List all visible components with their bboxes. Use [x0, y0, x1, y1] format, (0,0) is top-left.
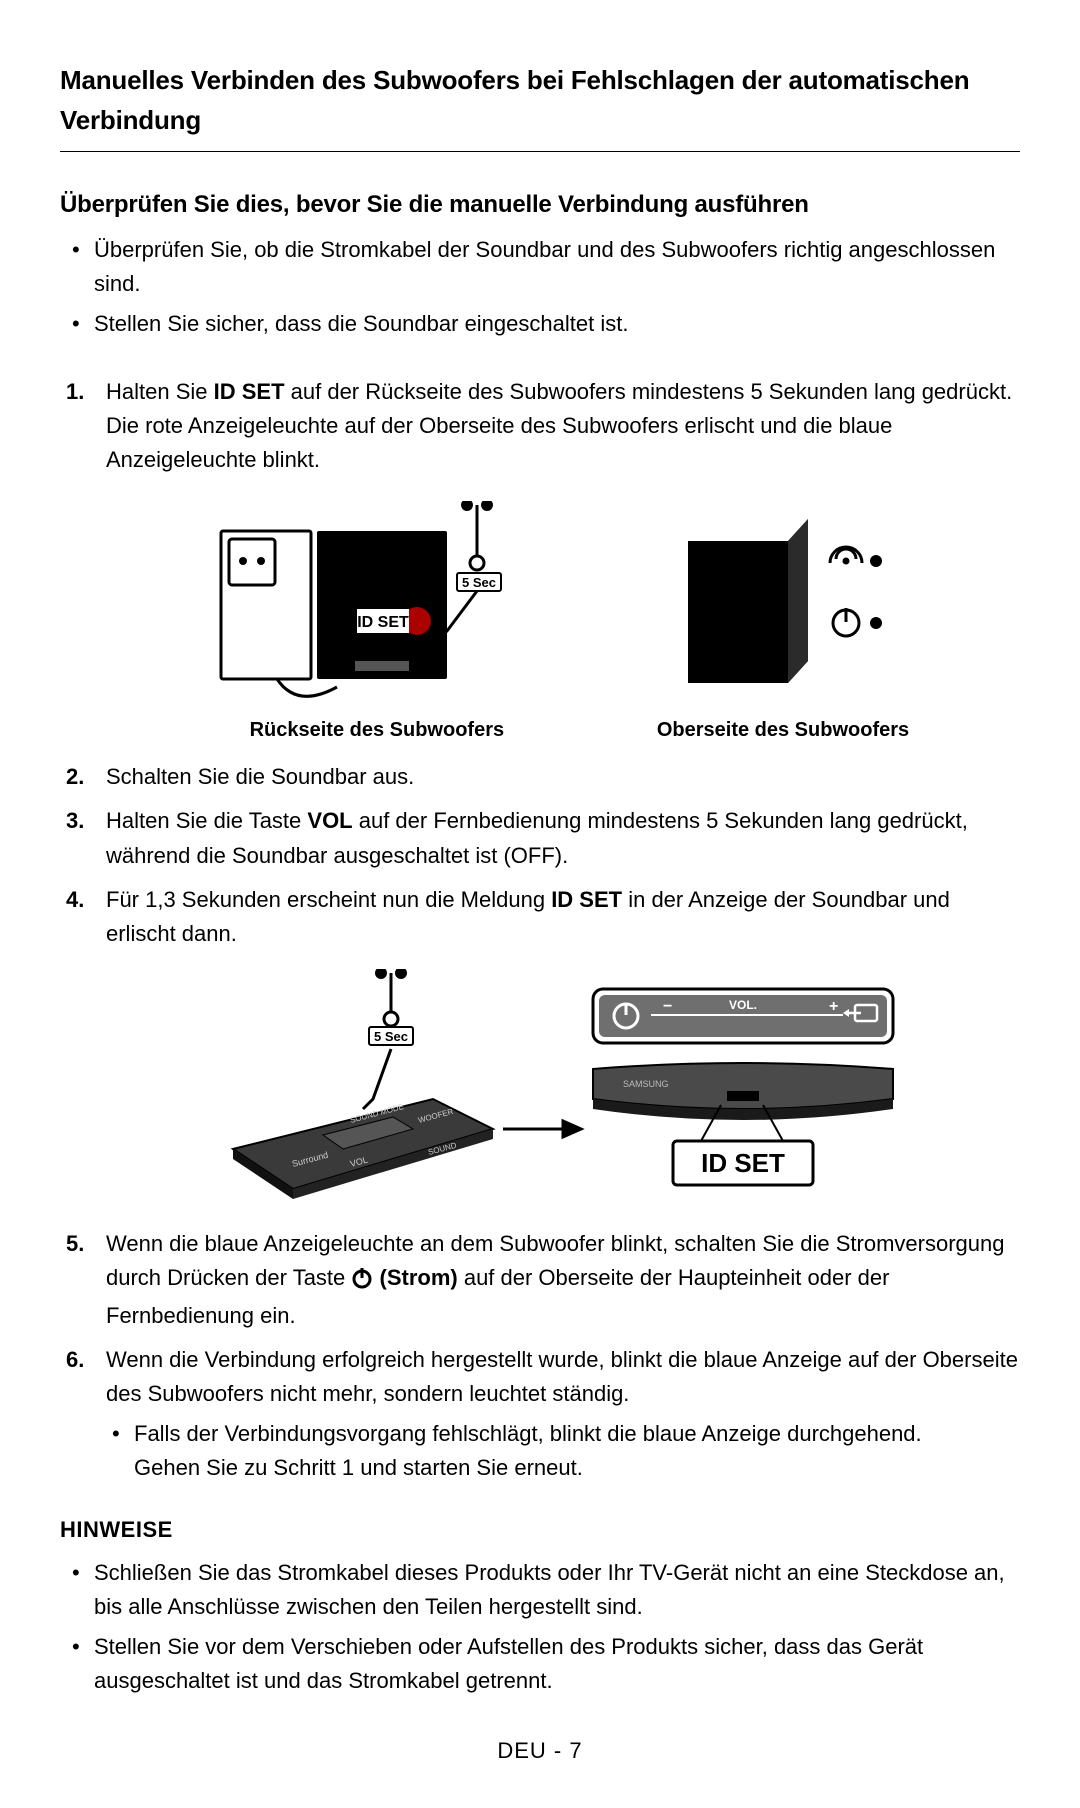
list-item: Überprüfen Sie, ob die Stromkabel der So…: [94, 233, 1020, 301]
list-item: Falls der Verbindungsvorgang fehlschlägt…: [134, 1417, 1020, 1485]
notes-list: Schließen Sie das Stromkabel dieses Prod…: [60, 1556, 1020, 1698]
sub-bullet-list: Falls der Verbindungsvorgang fehlschlägt…: [106, 1417, 1020, 1485]
page-title: Manuelles Verbinden des Subwoofers bei F…: [60, 60, 1020, 152]
subwoofer-top-icon: [678, 501, 888, 701]
figure-row: ID SET 5 Sec: [106, 501, 1020, 746]
step-text: Wenn die blaue Anzeigeleuchte an dem Sub…: [106, 1231, 1004, 1328]
svg-text:VOL.: VOL.: [729, 998, 757, 1012]
svg-text:ID SET: ID SET: [701, 1148, 785, 1178]
list-item: Schließen Sie das Stromkabel dieses Prod…: [94, 1556, 1020, 1624]
svg-text:5 Sec: 5 Sec: [462, 575, 496, 590]
step-text: Wenn die Verbindung erfolgreich hergeste…: [106, 1347, 1018, 1406]
svg-text:ID SET: ID SET: [357, 614, 409, 631]
figure-subwoofer-top: Oberseite des Subwoofers: [657, 501, 909, 746]
figure-remote-soundbar: 5 Sec Surround SOUND MODE WOOFER VOL SOU…: [106, 969, 1020, 1199]
svg-text:5 Sec: 5 Sec: [374, 1029, 408, 1044]
remote-soundbar-icon: 5 Sec Surround SOUND MODE WOOFER VOL SOU…: [203, 969, 923, 1199]
step-3: 3. Halten Sie die Taste VOL auf der Fern…: [60, 804, 1020, 872]
step-1: 1. Halten Sie ID SET auf der Rückseite d…: [60, 375, 1020, 746]
svg-text:+: +: [829, 998, 838, 1015]
step-number: 5.: [66, 1227, 84, 1261]
step-text: Halten Sie ID SET auf der Rückseite des …: [106, 379, 1012, 404]
step-number: 1.: [66, 375, 84, 409]
section-subtitle: Überprüfen Sie dies, bevor Sie die manue…: [60, 186, 1020, 223]
step-number: 6.: [66, 1343, 84, 1377]
step-text: Für 1,3 Sekunden erscheint nun die Meldu…: [106, 887, 950, 946]
svg-text:SAMSUNG: SAMSUNG: [623, 1079, 669, 1089]
power-icon: [351, 1265, 373, 1299]
step-text: Schalten Sie die Soundbar aus.: [106, 764, 414, 789]
step-text: Die rote Anzeigeleuchte auf der Oberseit…: [106, 409, 1020, 477]
pre-check-list: Überprüfen Sie, ob die Stromkabel der So…: [60, 233, 1020, 341]
step-5: 5. Wenn die blaue Anzeigeleuchte an dem …: [60, 1227, 1020, 1333]
step-4: 4. Für 1,3 Sekunden erscheint nun die Me…: [60, 883, 1020, 1199]
svg-text:−: −: [663, 998, 672, 1015]
step-6: 6. Wenn die Verbindung erfolgreich herge…: [60, 1343, 1020, 1485]
list-item: Stellen Sie sicher, dass die Soundbar ei…: [94, 307, 1020, 341]
page-footer: DEU - 7: [60, 1734, 1020, 1768]
step-number: 4.: [66, 883, 84, 917]
figure-caption: Rückseite des Subwoofers: [250, 715, 505, 746]
step-2: 2. Schalten Sie die Soundbar aus.: [60, 760, 1020, 794]
figure-subwoofer-rear: ID SET 5 Sec: [217, 501, 537, 746]
figure-caption: Oberseite des Subwoofers: [657, 715, 909, 746]
step-number: 2.: [66, 760, 84, 794]
step-number: 3.: [66, 804, 84, 838]
list-item: Stellen Sie vor dem Verschieben oder Auf…: [94, 1630, 1020, 1698]
notes-heading: HINWEISE: [60, 1513, 1020, 1547]
step-text: Halten Sie die Taste VOL auf der Fernbed…: [106, 808, 968, 867]
steps-list: 1. Halten Sie ID SET auf der Rückseite d…: [60, 375, 1020, 1485]
subwoofer-rear-icon: ID SET 5 Sec: [217, 501, 537, 701]
